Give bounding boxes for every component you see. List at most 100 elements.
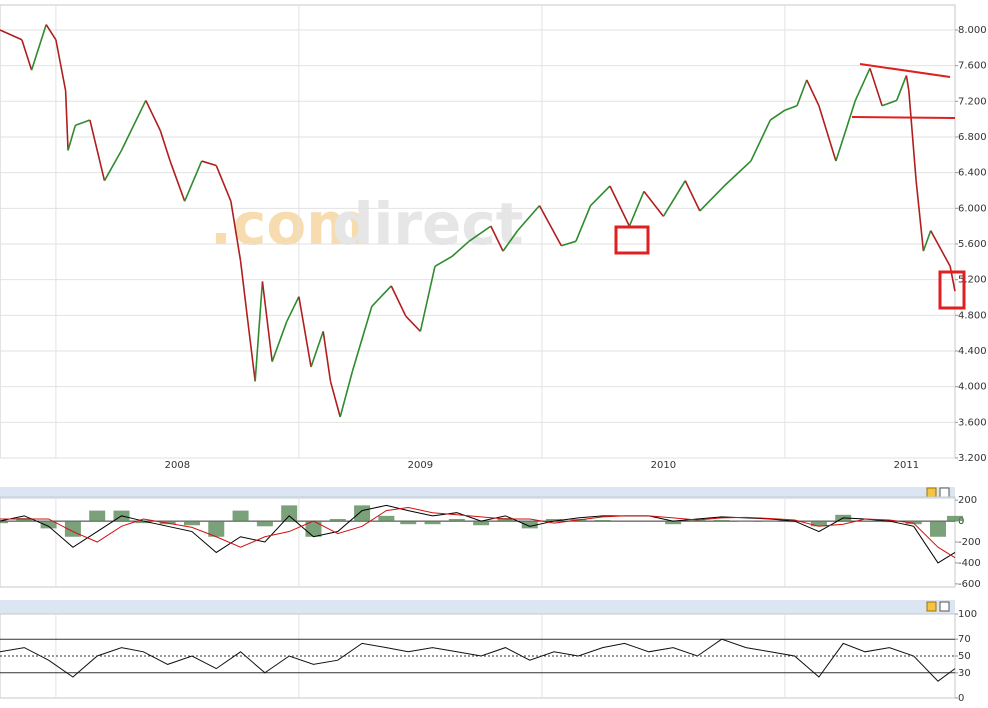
price-segment: [145, 100, 162, 132]
price-segment: [322, 331, 332, 382]
x-tick-label: 2011: [894, 460, 919, 471]
y-tick-label: 7.200: [958, 96, 987, 107]
histogram-bar: [232, 510, 249, 522]
histogram-bar: [497, 517, 514, 522]
trendline: [851, 116, 956, 119]
price-segment: [120, 100, 147, 151]
y-tick-label: 4.000: [958, 382, 987, 393]
histogram-bar: [929, 521, 946, 537]
highlight-box: [614, 225, 650, 255]
price-segment: [159, 130, 171, 162]
price-segment: [215, 165, 232, 202]
price-segment: [390, 285, 407, 317]
price-segment: [854, 67, 871, 101]
plots: 2008 2009 2010 2011 3.200 3.600 4.000 4.400 4.80…: [0, 4, 987, 704]
histogram-bar: [281, 505, 298, 522]
indicator-line: [0, 506, 956, 559]
price-segment: [806, 79, 820, 107]
price-segment: [796, 79, 808, 107]
y-tick-label: 6.000: [958, 203, 987, 214]
price-segment: [89, 119, 106, 181]
histogram-bar: [448, 518, 465, 522]
histogram-bar: [135, 521, 152, 524]
price-segment: [67, 125, 77, 151]
price-segment: [949, 266, 956, 292]
y-tick-label: 6.400: [958, 168, 987, 179]
price-segment: [201, 160, 217, 167]
watermark-direct: direct: [332, 190, 523, 258]
price-segment: [451, 240, 470, 258]
y-tick-label: -400: [958, 558, 981, 569]
histogram-bar: [400, 521, 417, 525]
price-segment: [575, 205, 592, 242]
y-tick-label: 7.600: [958, 61, 987, 72]
price-segment: [30, 24, 47, 71]
price-segment: [239, 260, 249, 322]
histogram-bar: [689, 520, 706, 522]
price-segment: [271, 321, 288, 362]
price-segment: [929, 230, 951, 267]
price-segment: [516, 205, 541, 232]
histogram-bar: [713, 520, 730, 522]
histogram-bar: [159, 521, 176, 525]
histogram-bar: [473, 521, 490, 526]
price-segment: [468, 225, 492, 242]
histogram-bar: [424, 521, 441, 525]
trendline: [859, 63, 951, 78]
price-segment: [609, 185, 631, 227]
close-icon[interactable]: [939, 487, 950, 498]
price-segment: [21, 39, 33, 71]
watermark-com: .com: [210, 190, 367, 258]
histogram-bar: [546, 518, 563, 522]
price-segment: [247, 321, 256, 382]
settings-icon[interactable]: [926, 487, 937, 498]
price-segment: [895, 75, 908, 101]
price-segment: [434, 255, 453, 267]
price-segment: [723, 160, 752, 187]
y-tick-label: 70: [958, 634, 971, 645]
y-tick-label: 8.000: [958, 25, 987, 36]
price-segment: [915, 180, 925, 252]
price-segment: [905, 75, 910, 91]
price-segment: [490, 225, 504, 252]
price-segment: [64, 90, 69, 151]
y-tick-label: 30: [958, 668, 971, 679]
histogram-bar: [40, 521, 57, 529]
price-segment: [329, 381, 341, 418]
histogram-bar: [881, 521, 898, 523]
price-segment: [261, 281, 273, 362]
histogram-bar: [521, 521, 538, 529]
price-segment: [561, 240, 577, 247]
y-tick-label: -200: [958, 537, 981, 548]
histogram-bar: [810, 521, 827, 527]
y-tick-label: 4.400: [958, 346, 987, 357]
histogram-bar: [665, 521, 682, 525]
y-tick-label: 0: [958, 516, 964, 527]
price-segment: [169, 160, 186, 202]
histogram-bar: [329, 518, 346, 522]
price-segment: [55, 39, 67, 91]
price-segment: [818, 105, 837, 162]
histogram-bar: [256, 521, 273, 527]
price-segment: [922, 230, 932, 252]
y-tick-label: 50: [958, 651, 971, 662]
y-tick-label: 5.600: [958, 239, 987, 250]
price-segment: [230, 201, 242, 262]
price-segment: [298, 296, 312, 368]
price-segment: [589, 185, 611, 207]
price-segment: [835, 100, 857, 162]
price-segment: [750, 119, 772, 162]
settings-icon[interactable]: [926, 601, 937, 612]
price-segment: [662, 180, 686, 217]
y-tick-label: 3.200: [958, 453, 987, 464]
rsi-line: [0, 638, 956, 682]
price-segment: [351, 306, 373, 372]
histogram-bar: [947, 515, 963, 522]
close-icon[interactable]: [939, 601, 950, 612]
price-segment: [784, 105, 798, 111]
histogram-bar: [738, 521, 755, 522]
price-segment: [103, 149, 123, 182]
price-segment: [628, 191, 645, 227]
y-tick-label: 5.200: [958, 275, 987, 286]
